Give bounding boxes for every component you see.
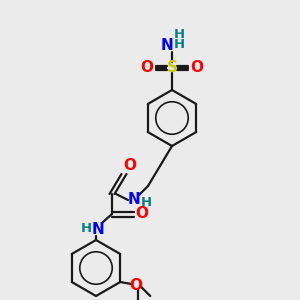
Text: H: H (80, 221, 92, 235)
Text: O: O (136, 206, 148, 221)
Text: O: O (140, 61, 154, 76)
Text: O: O (130, 278, 143, 293)
Text: H: H (140, 196, 152, 208)
Text: H: H (173, 28, 184, 40)
Text: N: N (92, 223, 104, 238)
Text: S: S (167, 61, 178, 76)
Text: O: O (190, 61, 203, 76)
Text: O: O (124, 158, 136, 173)
Text: N: N (160, 38, 173, 53)
Text: N: N (128, 193, 140, 208)
Text: H: H (173, 38, 184, 50)
